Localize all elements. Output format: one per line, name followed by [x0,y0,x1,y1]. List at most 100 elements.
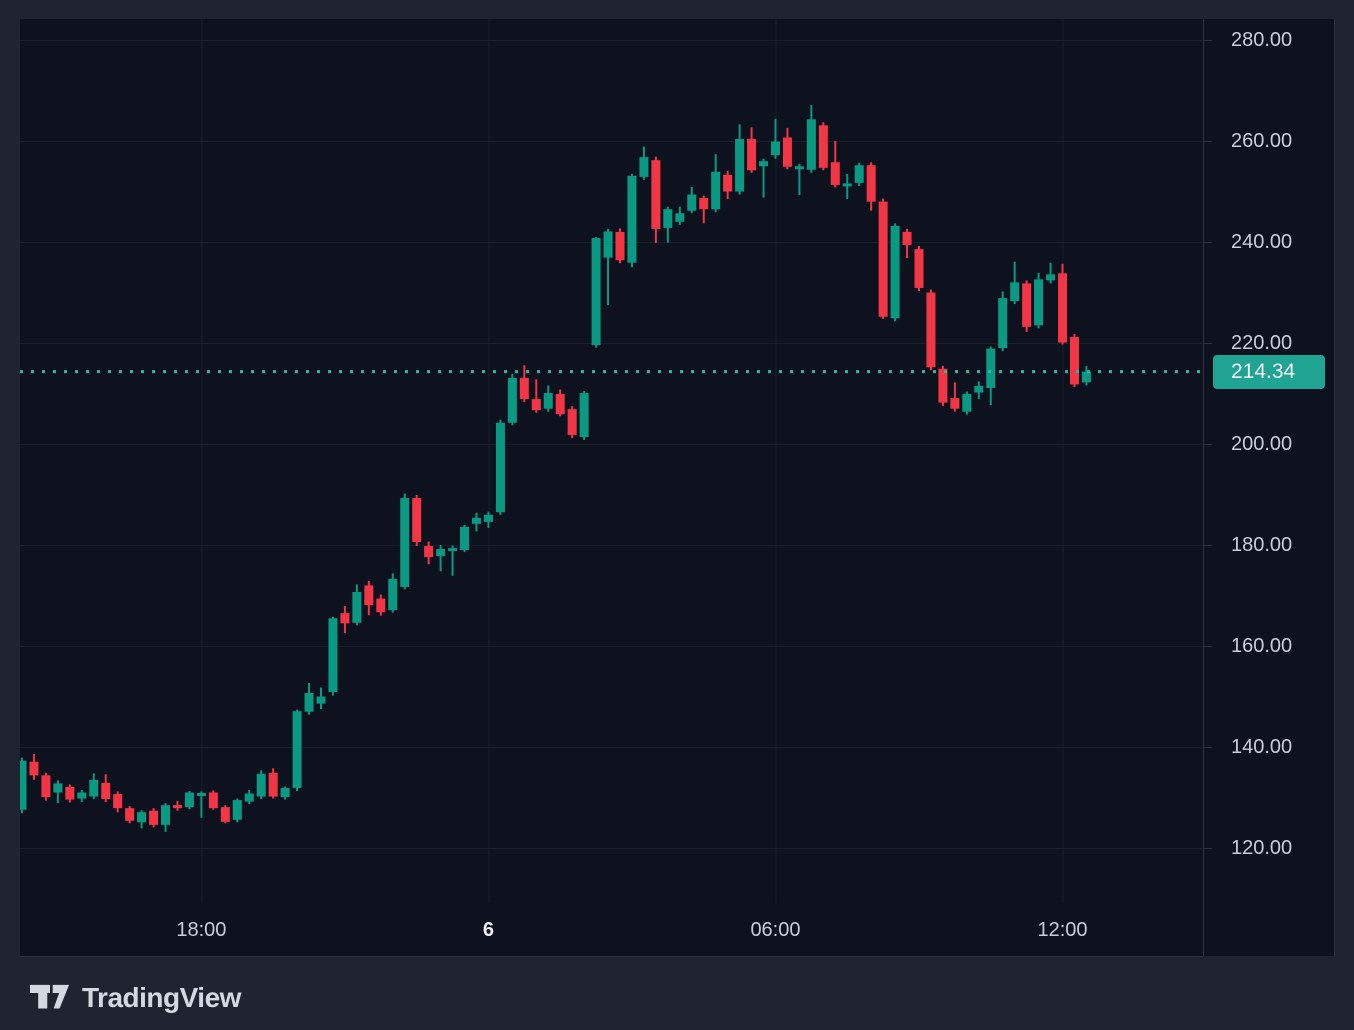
candle-body[interactable] [1046,274,1056,281]
candle-body[interactable] [172,805,182,809]
candlestick-svg[interactable] [20,19,1203,903]
candle-body[interactable] [926,292,936,368]
candle-body[interactable] [986,348,996,388]
price-axis-tick [1204,848,1212,850]
candle-body[interactable] [639,157,649,177]
tradingview-logo-icon[interactable] [30,984,70,1013]
candle-body[interactable] [460,526,470,551]
candle-body[interactable] [794,166,804,170]
candle-body[interactable] [615,231,625,261]
candle-body[interactable] [364,585,374,606]
candle-body[interactable] [555,394,565,415]
candle-body[interactable] [53,783,63,793]
candle-body[interactable] [256,773,266,797]
candle-body[interactable] [1022,283,1032,327]
candle-body[interactable] [161,805,171,825]
candle-body[interactable] [292,711,302,788]
candle-body[interactable] [280,787,290,798]
candle-body[interactable] [830,162,840,185]
price-axis-label: 280.00 [1231,29,1293,51]
candle-body[interactable] [663,209,673,228]
candle-body[interactable] [400,498,410,587]
candle-body[interactable] [651,160,661,229]
candle-body[interactable] [567,409,577,435]
candle-body[interactable] [806,119,816,170]
candle-body[interactable] [268,772,278,797]
candle-body[interactable] [29,761,39,776]
candle-body[interactable] [866,165,876,202]
candle-body[interactable] [232,800,242,820]
candle-body[interactable] [1069,336,1079,385]
candle-body[interactable] [149,810,159,825]
brand-text[interactable]: TradingView [82,982,241,1013]
candle-body[interactable] [627,175,637,263]
candle-body[interactable] [304,693,314,712]
candle-body[interactable] [938,368,948,403]
candle-body[interactable] [603,231,613,258]
price-axis[interactable]: 214.34 280.00 260.00 240.00 220.00 200.00 180… [1203,19,1335,956]
candle-body[interactable] [854,165,864,183]
candle-body[interactable] [842,183,852,187]
candle-body[interactable] [388,578,398,611]
candle-body[interactable] [507,377,517,423]
candle-body[interactable] [424,546,434,558]
candle-body[interactable] [699,198,709,210]
candle-body[interactable] [962,394,972,412]
candle-body[interactable] [711,171,721,210]
candle-body[interactable] [244,793,254,802]
candle-body[interactable] [902,231,912,246]
price-axis-label: 200.00 [1231,433,1293,456]
candle-body[interactable] [1010,282,1020,302]
candle-body[interactable] [723,174,733,192]
candle-body[interactable] [20,760,27,810]
time-axis[interactable]: 18:00 6 06:00 12:00 [20,903,1203,957]
candle-body[interactable] [914,249,924,288]
candle-body[interactable] [759,161,769,167]
candle-body[interactable] [687,194,697,211]
candle-body[interactable] [890,225,900,319]
candle-body[interactable] [579,393,589,437]
candle-body[interactable] [65,786,75,800]
candle-body[interactable] [376,598,386,613]
candle-body[interactable] [1034,279,1044,326]
candle-body[interactable] [208,792,218,809]
candle-body[interactable] [998,298,1008,349]
candle-body[interactable] [125,808,135,821]
candle-body[interactable] [471,517,481,524]
candle-body[interactable] [113,794,123,809]
chart-panel[interactable] [20,19,1203,903]
candle-body[interactable] [770,141,780,156]
candle-body[interactable] [1058,273,1068,343]
candle-body[interactable] [675,213,685,222]
candle-body[interactable] [974,385,984,393]
candle-body[interactable] [41,775,51,798]
candle-body[interactable] [950,398,960,409]
candle-body[interactable] [436,549,446,557]
candle-body[interactable] [531,399,541,411]
candle-body[interactable] [316,696,326,704]
candle-body[interactable] [196,793,206,797]
candle-body[interactable] [137,812,147,823]
candle-body[interactable] [101,782,111,800]
candle-body[interactable] [89,779,99,797]
candle-body[interactable] [782,137,792,167]
candle-body[interactable] [747,138,757,171]
candle-body[interactable] [340,613,350,624]
candle-body[interactable] [818,125,828,168]
candle-body[interactable] [412,498,422,543]
candle-body[interactable] [519,377,529,400]
candle-body[interactable] [184,792,194,808]
candle-body[interactable] [352,592,362,623]
candle-body[interactable] [77,792,87,799]
candle-body[interactable] [591,237,601,346]
candle-body[interactable] [495,422,505,513]
candle-body[interactable] [878,201,888,317]
candle-body[interactable] [543,393,553,409]
candle-body[interactable] [448,548,458,552]
candle-body[interactable] [1081,371,1091,383]
candle-body[interactable] [220,807,230,822]
candle-body[interactable] [328,618,338,692]
candle-body[interactable] [735,138,745,192]
candle-body[interactable] [483,514,493,522]
